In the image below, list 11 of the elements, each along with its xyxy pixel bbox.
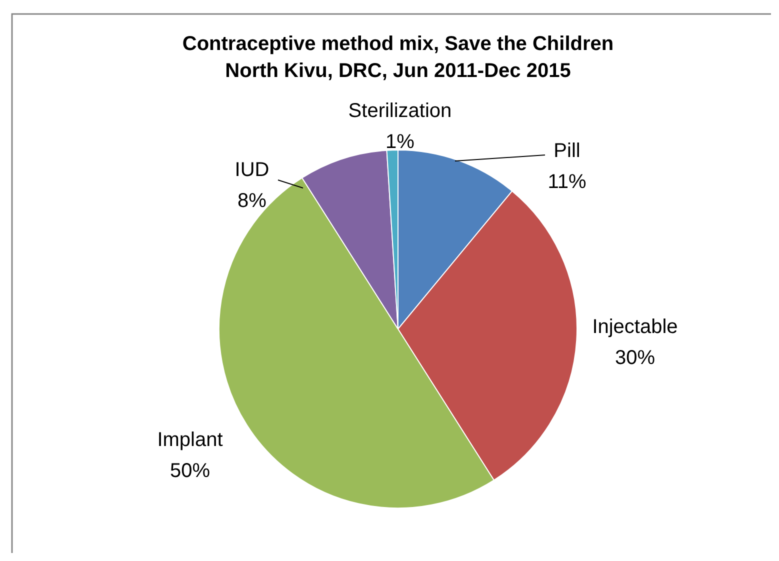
slice-label: Sterilization xyxy=(348,100,452,122)
data-label: 11% xyxy=(548,171,586,193)
slice-label: Implant xyxy=(157,429,224,451)
data-label: 8% xyxy=(238,190,267,212)
data-label: 1% xyxy=(386,131,415,153)
slice-label: Injectable xyxy=(592,316,678,338)
slice-label: IUD xyxy=(234,159,270,181)
chart-title: Contraceptive method mix, Save the Children North Kivu, DRC, Jun 2011-Dec 2015 xyxy=(182,33,614,82)
data-label: 50% xyxy=(170,460,210,482)
data-label: 30% xyxy=(614,347,656,369)
slice-label: Pill xyxy=(554,140,580,162)
